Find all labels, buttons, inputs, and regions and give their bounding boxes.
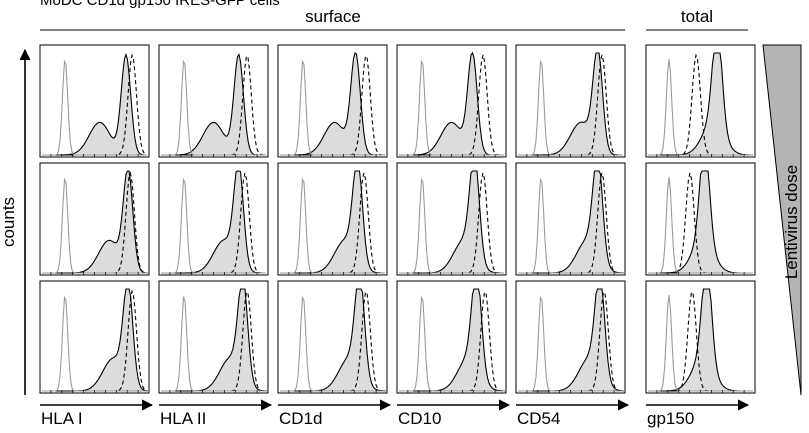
- untransduced-histogram: [648, 172, 753, 274]
- histogram-panel: [396, 44, 507, 158]
- histogram-panel: [396, 280, 507, 394]
- marker-label: gp150: [647, 409, 694, 428]
- marker-label: HLA I: [41, 409, 83, 428]
- marker-label: CD1d: [279, 409, 322, 428]
- surface-label: surface: [305, 7, 361, 26]
- marker-label: CD54: [517, 409, 560, 428]
- histogram-panel: [158, 162, 269, 276]
- histogram-panel: [39, 280, 150, 394]
- histogram-panel: [645, 44, 756, 158]
- histogram-panel: [39, 44, 150, 158]
- histogram-panel: [158, 280, 269, 394]
- total-label: total: [681, 7, 713, 26]
- dose-label: Lentivirus dose: [782, 165, 801, 279]
- histogram-panel: [396, 162, 507, 276]
- panel-frame: [396, 280, 507, 394]
- panel-frame: [515, 162, 626, 276]
- histogram-panel: [515, 44, 626, 158]
- histogram-panel: [277, 162, 388, 276]
- header-text: MoDC CD1d gp150 IRES-GFP cells: [40, 0, 280, 9]
- histogram-panel: [515, 162, 626, 276]
- histogram-panel: [515, 280, 626, 394]
- marker-labels: HLA I HLA II CD1d CD10 CD54 gp150: [40, 399, 750, 428]
- marker-label: CD10: [398, 409, 441, 428]
- histogram-panel: [277, 44, 388, 158]
- histogram-panel: [645, 162, 756, 276]
- histogram-panel: [645, 280, 756, 394]
- y-axis-label: counts: [0, 197, 18, 247]
- histogram-panels: [39, 44, 756, 394]
- histogram-panel: [277, 280, 388, 394]
- histogram-panel: [39, 162, 150, 276]
- dose-wedge: [762, 44, 802, 396]
- histogram-panel: [158, 44, 269, 158]
- marker-label: HLA II: [160, 409, 206, 428]
